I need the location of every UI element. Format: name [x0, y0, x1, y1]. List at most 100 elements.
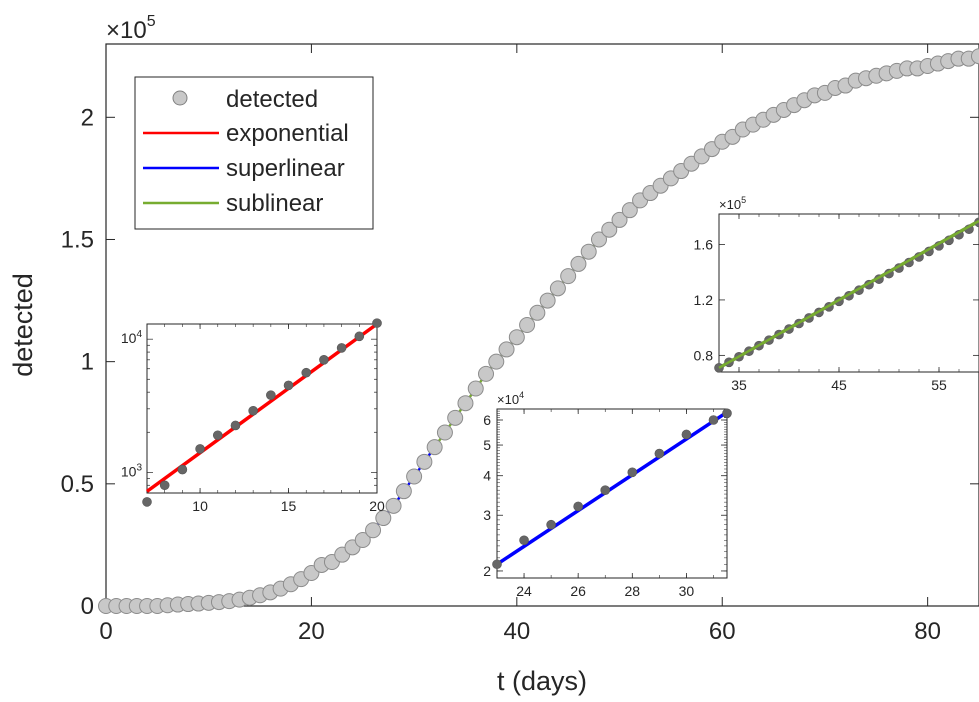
- inset-point: [372, 318, 382, 328]
- y-tick-label: 1: [81, 349, 94, 376]
- x-tick-label: 20: [298, 618, 325, 645]
- inset-point: [546, 519, 556, 530]
- main-points: [98, 48, 979, 614]
- inset-fit-line-overlay: [718, 219, 979, 369]
- legend-label-sublinear: sublinear: [226, 190, 323, 217]
- data-point: [406, 468, 423, 485]
- data-point: [426, 439, 443, 456]
- inset-superlinear: 24 26 28 30 2 3 4 5 6 ×104: [483, 390, 732, 599]
- inset-point: [354, 331, 365, 342]
- x-tick-label: 60: [709, 618, 736, 645]
- y-tick-label: 2: [81, 104, 94, 131]
- inset-point: [654, 448, 665, 459]
- data-point: [395, 483, 412, 500]
- data-point: [570, 255, 587, 272]
- inset-point: [195, 444, 205, 454]
- y-tick-label: 0: [81, 593, 94, 620]
- data-point: [519, 317, 536, 333]
- data-point: [508, 329, 525, 346]
- legend-label-superlinear: superlinear: [226, 155, 345, 182]
- inset-point: [212, 430, 223, 441]
- data-point: [611, 211, 628, 228]
- inset-point: [708, 415, 719, 425]
- inset-x-tick-label: 20: [369, 498, 385, 514]
- y-axis-label: detected: [8, 273, 38, 377]
- data-point: [621, 202, 638, 219]
- x-tick-label: 0: [99, 618, 112, 645]
- inset-y-tick-label: 1.2: [694, 292, 714, 308]
- inset-y-tick-label: 1.6: [694, 236, 714, 252]
- inset-y-tick-label: 103: [121, 462, 143, 479]
- inset-y-tick-label: 2: [483, 563, 491, 579]
- inset-fit-line-exponential: [145, 322, 379, 493]
- inset-exponential: 10 15 20 103 104: [121, 318, 385, 514]
- data-point: [488, 353, 505, 370]
- legend-label-detected: detected: [226, 86, 318, 113]
- data-point: [580, 243, 597, 260]
- data-point: [354, 532, 371, 549]
- inset-point: [301, 367, 312, 378]
- y-multiplier: ×105: [106, 13, 156, 44]
- inset-y-tick-label: 4: [483, 468, 491, 484]
- inset-x-tick-label: 24: [516, 583, 532, 599]
- inset-point: [681, 429, 692, 440]
- data-point: [416, 453, 433, 470]
- inset-multiplier: ×104: [497, 390, 524, 407]
- data-point: [447, 409, 464, 426]
- inset-point: [573, 501, 583, 512]
- inset-point: [266, 390, 276, 400]
- inset-y-tick-label: 104: [121, 329, 143, 346]
- legend: detected exponential superlinear subline…: [134, 76, 374, 230]
- inset-x-tick-label: 10: [192, 498, 208, 514]
- data-point: [375, 510, 392, 527]
- inset-point: [283, 380, 294, 391]
- inset-y-tick-label: 0.8: [694, 347, 714, 363]
- inset-multiplier: ×105: [719, 195, 746, 212]
- inset-x-tick-label: 35: [731, 377, 747, 393]
- data-point: [560, 268, 577, 285]
- inset-y-tick-label: 6: [483, 412, 491, 428]
- data-point: [436, 424, 453, 441]
- inset-x-tick-label: 28: [625, 583, 641, 599]
- inset-x-tick-label: 15: [281, 498, 297, 514]
- legend-label-exponential: exponential: [226, 120, 349, 147]
- y-tick-label: 1.5: [61, 226, 94, 253]
- inset-x-tick-label: 55: [931, 377, 947, 393]
- data-point: [539, 292, 556, 309]
- data-point: [971, 48, 979, 65]
- data-point: [529, 304, 546, 321]
- y-multiplier-exp: 5: [147, 13, 156, 30]
- inset-x-tick-label: 45: [831, 377, 847, 393]
- data-point: [549, 280, 566, 297]
- inset-point: [230, 420, 241, 431]
- inset-point: [600, 485, 611, 495]
- main-ticks: 0 20 40 60 80 0 0.5 1 1.5 2: [61, 44, 979, 645]
- y-tick-label: 0.5: [61, 471, 94, 498]
- inset-point: [492, 559, 502, 570]
- inset-point: [519, 535, 529, 546]
- data-point: [467, 380, 484, 397]
- inset-x-tick-label: 30: [679, 583, 695, 599]
- data-point: [478, 365, 495, 382]
- x-tick-label: 40: [503, 618, 530, 645]
- data-point: [601, 221, 618, 238]
- inset-sublinear: 35 45 55 0.8 1.2 1.6 ×105: [694, 195, 979, 393]
- legend-marker-detected: [172, 90, 188, 106]
- data-point: [590, 231, 607, 248]
- y-multiplier-base: ×10: [106, 17, 147, 44]
- inset-point: [722, 408, 732, 419]
- data-point: [385, 497, 402, 514]
- data-point: [365, 522, 382, 539]
- data-point: [457, 395, 474, 412]
- inset-point: [142, 497, 152, 507]
- inset-y-tick-label: 5: [483, 437, 491, 453]
- data-point: [498, 341, 515, 358]
- inset-x-tick-label: 26: [570, 583, 586, 599]
- inset-point: [627, 467, 638, 478]
- inset-point: [248, 405, 258, 416]
- inset-point: [319, 355, 329, 365]
- inset-point: [336, 343, 347, 353]
- inset-y-tick-label: 3: [483, 507, 491, 523]
- x-tick-label: 80: [914, 618, 941, 645]
